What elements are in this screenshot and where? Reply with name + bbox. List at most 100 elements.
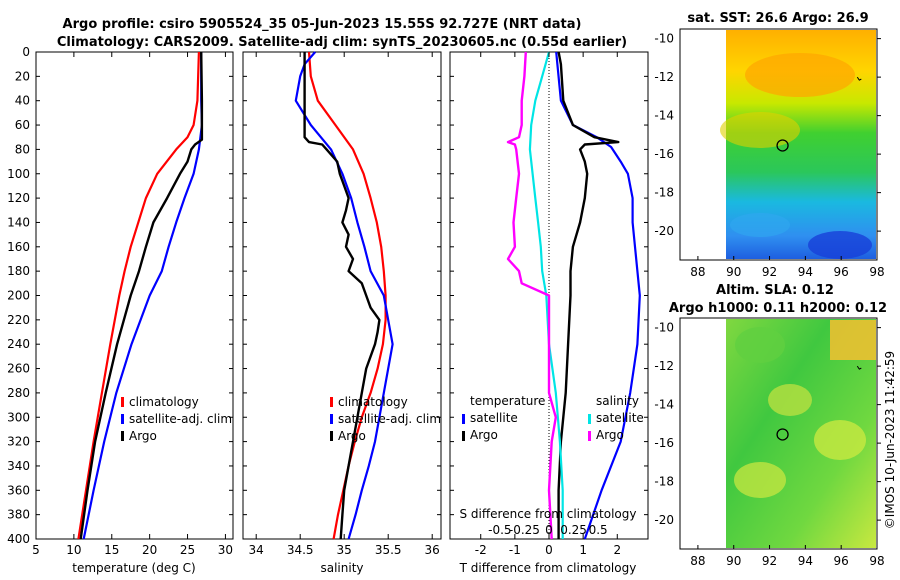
legend-swatch-sal-argo — [588, 431, 591, 441]
series-line-satellite-adj-clim — [82, 52, 203, 540]
salinity-difference-ticks: -0.5-0.25 0 0.25 0.5 — [488, 523, 608, 537]
temperature-xticks: 5 10 15 20 25 30 — [32, 52, 233, 557]
series-line-salinity-argo — [506, 51, 557, 540]
x-tick-label: -2 — [475, 543, 487, 557]
series-line-temperature-satellite — [555, 51, 641, 540]
x-tick-label: 25 — [180, 543, 195, 557]
salinity-diff-tick-label: 0 — [545, 523, 553, 537]
salinity-axes-frame — [242, 51, 442, 540]
depth-yticks: 0 20 40 60 80 100 120 140 160 180 200 220 240 260 280 3… — [7, 45, 30, 546]
salinity-panel: 34 34.5 35 35.5 36 salinity climatology sate… — [242, 51, 442, 575]
sla-patch-2 — [768, 384, 812, 416]
copyright-text: ©IMOS 10-Jun-2023 11:42:59 — [883, 351, 897, 529]
legend-label-temp-satellite: satellite — [470, 411, 518, 425]
sla-patch-3 — [814, 420, 866, 460]
y-tick-label: 260 — [7, 362, 30, 376]
map-x-tick-label: 94 — [798, 265, 813, 279]
legend-swatch-argo — [121, 431, 124, 441]
x-tick-label: 10 — [66, 543, 81, 557]
map-x-tick-label: 88 — [690, 265, 705, 279]
legend-swatch-satellite — [330, 414, 333, 424]
sst-map: 88 90 92 94 96 98 -10 -12 -14 -16 -18 -20 — [654, 28, 885, 279]
sst-warm-patch — [745, 53, 855, 97]
main-title-line2: Climatology: CARS2009. Satellite-adj cli… — [57, 35, 627, 50]
x-tick-label: 0 — [545, 543, 553, 557]
y-tick-label: 140 — [7, 215, 30, 229]
y-tick-label: 220 — [7, 313, 30, 327]
temperature-lines — [36, 51, 233, 540]
legend-swatch-climatology — [330, 397, 333, 407]
y-tick-label: 340 — [7, 459, 30, 473]
y-tick-label: 60 — [15, 118, 30, 132]
legend-label-argo: Argo — [129, 429, 157, 443]
legend-swatch-satellite — [121, 414, 124, 424]
sla-map: 88 90 92 94 96 98 -10 -12 -14 -16 -18 -20 — [654, 317, 885, 568]
y-tick-label: 400 — [7, 532, 30, 546]
profile-location-circle — [776, 139, 789, 152]
y-tick-label: 380 — [7, 508, 30, 522]
salinity-lines — [243, 51, 441, 540]
map-x-tick-label: 98 — [869, 554, 884, 568]
sst-map-xticks: 88 90 92 94 96 98 — [690, 256, 885, 279]
map-y-tick-label: -18 — [654, 475, 674, 489]
temperature-legend: climatology satellite-adj. clim Argo — [121, 395, 232, 443]
map-x-tick-label: 90 — [726, 554, 741, 568]
sla-profile-marker — [776, 365, 862, 441]
legend-label-sal-argo: Argo — [596, 428, 624, 442]
legend-label-argo: Argo — [338, 429, 366, 443]
map-y-tick-label: -14 — [654, 109, 674, 123]
legend-swatch-climatology — [121, 397, 124, 407]
map-y-tick-label: -20 — [654, 224, 674, 238]
main-title-line1: Argo profile: csiro 5905524_35 05-Jun-20… — [63, 17, 582, 32]
x-tick-label: 1 — [579, 543, 587, 557]
series-line-salinity-satellite — [528, 51, 564, 539]
sst-profile-marker — [776, 76, 862, 152]
sla-map-frame — [679, 317, 878, 550]
y-tick-label: 320 — [7, 435, 30, 449]
sla-high-patch — [830, 320, 876, 360]
salinity-diff-tick-label: 0.5 — [589, 523, 608, 537]
map-x-tick-label: 98 — [869, 265, 884, 279]
sst-cold-patch — [808, 231, 872, 259]
sla-patch-4 — [734, 462, 786, 498]
x-tick-label: 34 — [249, 543, 264, 557]
sla-map-title-line2: Argo h1000: 0.11 h2000: 0.12 — [669, 301, 887, 316]
y-tick-label: 20 — [15, 69, 30, 83]
legend-title-salinity: salinity — [596, 394, 639, 408]
salinity-legend: climatology satellite-adj. clim Argo — [330, 395, 441, 443]
map-x-tick-label: 96 — [834, 265, 849, 279]
y-tick-label: 180 — [7, 264, 30, 278]
map-y-tick-label: -12 — [654, 70, 674, 84]
series-line-argo — [79, 51, 204, 540]
salinity-difference-xlabel: S difference from climatology — [460, 507, 637, 521]
map-y-tick-label: -14 — [654, 398, 674, 412]
x-tick-label: 34.5 — [287, 543, 314, 557]
x-tick-label: 5 — [32, 543, 40, 557]
difference-panel: -2 -1 0 1 2 -0.5-0.25 0 0.25 0.5 T difference f… — [449, 51, 649, 575]
sla-map-xticks: 88 90 92 94 96 98 — [690, 545, 885, 568]
salinity-xticks: 34 34.5 35 35.5 36 — [249, 52, 440, 557]
x-tick-label: 30 — [218, 543, 233, 557]
salinity-xlabel: salinity — [320, 561, 363, 575]
map-x-tick-label: 88 — [690, 554, 705, 568]
x-tick-label: 35.5 — [375, 543, 402, 557]
x-tick-label: 36 — [425, 543, 440, 557]
map-x-tick-label: 96 — [834, 554, 849, 568]
map-x-tick-label: 92 — [762, 554, 777, 568]
y-tick-label: 100 — [7, 167, 30, 181]
series-line-satellite-adj-clim — [294, 51, 394, 540]
temperature-panel: 5 10 15 20 25 30 0 20 40 60 80 100 120 140 160 180 200 2… — [7, 45, 234, 575]
y-tick-label: 120 — [7, 191, 30, 205]
temperature-difference-xlabel: T difference from climatology — [459, 561, 637, 575]
sst-map-yticks: -10 -12 -14 -16 -18 -20 — [654, 32, 881, 238]
sst-blue-patch — [730, 213, 790, 237]
profile-location-circle — [776, 428, 789, 441]
legend-swatch-temp-argo — [462, 431, 465, 441]
map-y-tick-label: -16 — [654, 436, 674, 450]
map-x-tick-label: 90 — [726, 265, 741, 279]
legend-label-climatology: climatology — [338, 395, 408, 409]
legend-swatch-argo — [330, 431, 333, 441]
y-tick-label: 300 — [7, 410, 30, 424]
y-tick-label: 160 — [7, 240, 30, 254]
